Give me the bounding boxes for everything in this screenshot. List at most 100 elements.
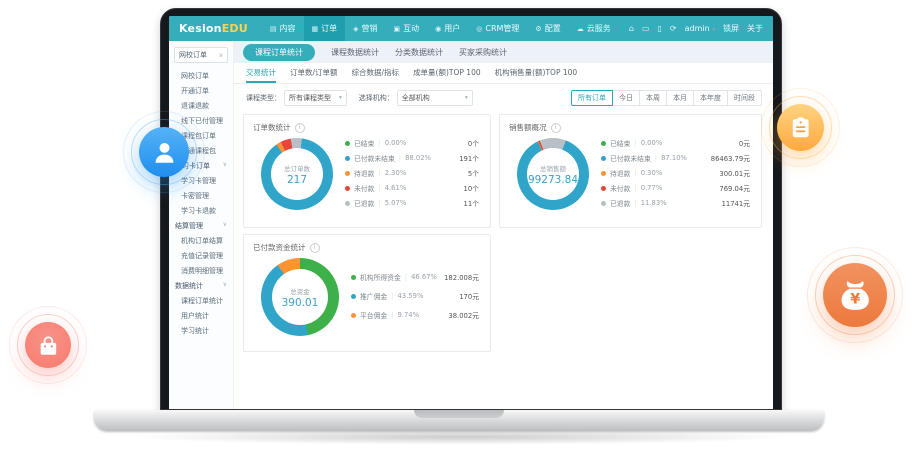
date-range-button[interactable]: 本年度 bbox=[693, 90, 728, 106]
primary-tab[interactable]: 课程订单统计 bbox=[243, 43, 315, 61]
legend-separator: | bbox=[378, 184, 381, 192]
caret-down-icon: ▾ bbox=[339, 95, 342, 101]
secondary-tab[interactable]: 交易统计 bbox=[246, 63, 276, 83]
sidebar-item[interactable]: 学习统计 bbox=[169, 323, 233, 338]
secondary-tab[interactable]: 订单数/订单额 bbox=[290, 67, 338, 77]
sidebar-item[interactable]: 学习卡管理 bbox=[169, 173, 233, 188]
sidebar-item-label: 学习卡管理 bbox=[181, 176, 216, 185]
sidebar-item[interactable]: 用户统计 bbox=[169, 308, 233, 323]
sidebar-item[interactable]: 退课退款 bbox=[169, 98, 233, 113]
legend-separator: | bbox=[634, 199, 637, 207]
sidebar-item-label: 退课退款 bbox=[181, 101, 209, 110]
date-range-button[interactable]: 时间段 bbox=[727, 90, 762, 106]
legend-label: 已付款未结束 bbox=[610, 155, 651, 163]
sidebar-item[interactable]: 机构订单结算 bbox=[169, 233, 233, 248]
navbar-link[interactable]: 锁屏 bbox=[723, 24, 739, 33]
nav-item[interactable]: ▣ 互动 bbox=[386, 16, 428, 41]
sidebar-item[interactable]: 开通订单 bbox=[169, 83, 233, 98]
nav-item-label: 云服务 bbox=[586, 24, 611, 33]
primary-tab[interactable]: 分类数据统计 bbox=[395, 47, 443, 57]
legend-separator: | bbox=[634, 169, 637, 177]
laptop-base bbox=[94, 410, 824, 431]
legend-dot bbox=[345, 170, 350, 176]
phone-icon[interactable]: ▯ bbox=[657, 24, 662, 33]
laptop-shadow bbox=[120, 429, 800, 445]
secondary-tab[interactable]: 成单量(额)TOP 100 bbox=[413, 67, 481, 77]
nav-item-icon: ◈ bbox=[353, 24, 359, 33]
date-range-button[interactable]: 本周 bbox=[639, 90, 667, 106]
sync-icon[interactable]: ⟳ bbox=[669, 24, 677, 33]
nav-item[interactable]: ◈ 营销 bbox=[345, 16, 385, 41]
legend-value: 86463.79元 bbox=[710, 155, 750, 163]
primary-tab[interactable]: 课程数据统计 bbox=[331, 47, 379, 57]
sidebar-item-label: 学习卡订单 bbox=[175, 161, 210, 170]
sales-amount-donut: 总销售额 99273.84 bbox=[517, 138, 589, 210]
sales-amount-card-title: 销售额概况 bbox=[509, 123, 547, 132]
legend-row: 未付款 | 4.61% 10个 bbox=[345, 183, 479, 193]
legend-value: 10个 bbox=[463, 185, 479, 193]
home-icon[interactable]: ⌂ bbox=[628, 24, 634, 33]
app-logo: KesionEDU bbox=[169, 22, 262, 35]
nav-item-label: 订单 bbox=[321, 24, 338, 33]
date-range-button[interactable]: 本月 bbox=[666, 90, 694, 106]
secondary-tab[interactable]: 机构销售量(额)TOP 100 bbox=[494, 67, 578, 77]
nav-item[interactable]: ⚙ 配置 bbox=[527, 16, 568, 41]
nav-item[interactable]: ◎ CRM管理 bbox=[468, 16, 527, 41]
sidebar-item[interactable]: 充值记录管理 bbox=[169, 248, 233, 263]
course-type-select[interactable]: 所有课程类型 ▾ bbox=[284, 90, 347, 106]
sidebar-item[interactable]: 数据统计 ∨ bbox=[169, 278, 233, 293]
legend-dot bbox=[601, 185, 606, 191]
legend-row: 已付款未结束 | 87.10% 86463.79元 bbox=[601, 153, 750, 163]
nav-item[interactable]: ▤ 内容 bbox=[262, 16, 304, 41]
date-range-button[interactable]: 所有订单 bbox=[571, 90, 613, 106]
sidebar-item[interactable]: 学习卡退款 bbox=[169, 203, 233, 218]
info-icon[interactable]: i bbox=[294, 122, 305, 133]
legend-separator: | bbox=[404, 273, 408, 281]
sidebar-item[interactable]: 学习卡订单 ∨ bbox=[169, 158, 233, 173]
legend-label: 未付款 bbox=[610, 185, 631, 193]
info-icon[interactable]: i bbox=[309, 242, 320, 253]
legend-separator: | bbox=[378, 169, 381, 177]
sidebar-item[interactable]: 课程订单统计 bbox=[169, 293, 233, 308]
sidebar-item-label: 充值记录管理 bbox=[181, 251, 223, 260]
legend-value: 11个 bbox=[463, 200, 479, 208]
navbar-link[interactable]: 关于 bbox=[747, 24, 763, 33]
cards-area: 订单数统计 i 总订单数 217 bbox=[234, 110, 773, 409]
legend-dot bbox=[345, 155, 350, 161]
nav-item-icon: ⚙ bbox=[535, 24, 542, 33]
sidebar-item[interactable]: 消费明细管理 bbox=[169, 263, 233, 278]
legend-value: 769.04元 bbox=[719, 185, 750, 193]
sidebar-item[interactable]: 结算管理 ∨ bbox=[169, 218, 233, 233]
nav-item-label: 配置 bbox=[544, 24, 561, 33]
legend-dot bbox=[601, 170, 606, 176]
legend-value: 182.008元 bbox=[444, 274, 479, 282]
legend-label: 已退款 bbox=[354, 200, 375, 208]
sidebar-item[interactable]: 网校订单 bbox=[169, 68, 233, 83]
sidebar-item-label: 学习卡退款 bbox=[181, 206, 216, 215]
primary-tab[interactable]: 买家采购统计 bbox=[459, 47, 507, 57]
legend-percent: 0.00% bbox=[640, 139, 663, 147]
monitor-icon[interactable]: ▭ bbox=[641, 24, 650, 33]
legend-row: 推广佣金 | 43.59% 170元 bbox=[351, 291, 479, 301]
sidebar: 网校订单 ∨ 网校订单 开通订单 bbox=[169, 41, 234, 409]
secondary-tab[interactable]: 综合数据/指标 bbox=[351, 67, 400, 77]
legend-row: 未付款 | 0.77% 769.04元 bbox=[601, 183, 750, 193]
nav-item-icon: ◉ bbox=[435, 24, 442, 33]
chevron-down-icon: ∨ bbox=[222, 220, 227, 228]
sidebar-item[interactable]: 线下已付管理 bbox=[169, 113, 233, 128]
legend-row: 平台佣金 | 9.74% 38.002元 bbox=[351, 310, 479, 320]
nav-item[interactable]: ▦ 订单 bbox=[303, 16, 346, 41]
nav-item[interactable]: ☁ 云服务 bbox=[569, 16, 619, 41]
nav-item-icon: ◎ bbox=[476, 24, 483, 33]
sidebar-item-label: 课程订单统计 bbox=[181, 296, 223, 305]
sidebar-item[interactable]: 卡密管理 bbox=[169, 188, 233, 203]
laptop-display: KesionEDU ▤ 内容 ▦ 订单 ◈ 营销 bbox=[169, 16, 773, 409]
info-icon[interactable]: i bbox=[550, 122, 561, 133]
nav-item[interactable]: ◉ 用户 bbox=[427, 16, 468, 41]
user-menu[interactable]: admin ▾ bbox=[685, 24, 715, 33]
navbar-right: ⌂ ▭ ▯ ⟳ admin ▾ 锁屏 关于 bbox=[629, 23, 773, 34]
org-select[interactable]: 全部机构 ▾ bbox=[396, 90, 473, 106]
sidebar-scope-select[interactable]: 网校订单 ∨ bbox=[174, 47, 228, 63]
legend-dot bbox=[345, 200, 350, 206]
date-range-button[interactable]: 今日 bbox=[612, 90, 640, 106]
